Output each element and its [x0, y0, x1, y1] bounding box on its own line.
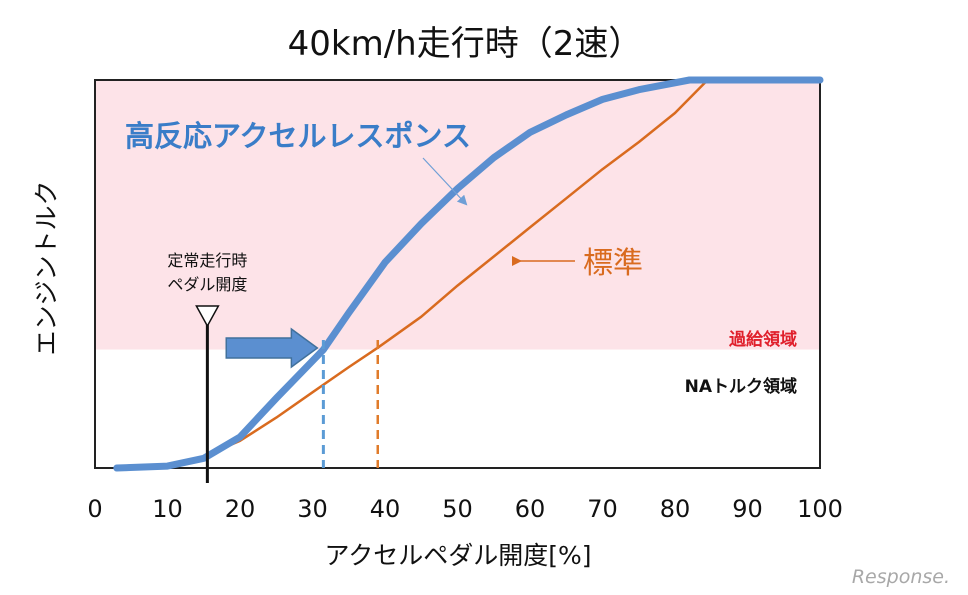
steady-label-line2: ペダル開度: [167, 275, 247, 294]
na-region-label: NAトルク領域: [685, 376, 797, 397]
x-tick-label: 10: [152, 495, 183, 523]
plot-frame: [94, 79, 821, 469]
steady-label-line1: 定常走行時: [167, 251, 247, 270]
x-tick-label: 70: [587, 495, 618, 523]
steady-pedal-triangle-icon: [195, 305, 220, 328]
x-tick-label: 20: [225, 495, 256, 523]
series-label-high-response: 高反応アクセルレスポンス: [125, 119, 471, 153]
high-response-pointer: [422, 157, 468, 206]
x-tick-label: 0: [87, 495, 102, 523]
x-tick-label: 50: [442, 495, 473, 523]
x-tick-label: 30: [297, 495, 328, 523]
x-tick-labels: 0 10 20 30 40 50 60 70 80 90 100: [87, 495, 843, 523]
series-label-standard: 標準: [583, 246, 643, 281]
boost-region-label: 過給領域: [729, 329, 797, 350]
series-line-high-response: [113, 76, 824, 472]
boost-region: [95, 80, 820, 350]
na-region: [95, 349, 820, 468]
pedal-shift-arrow-icon: [225, 327, 319, 369]
x-tick-label: 90: [732, 495, 763, 523]
x-tick-label: 60: [515, 495, 546, 523]
watermark-logo: Response.: [852, 566, 950, 588]
y-axis-label: エンジントルク: [32, 180, 61, 355]
chart-title: 40km/h走行時（2速）: [288, 24, 643, 64]
x-tick-label: 80: [660, 495, 691, 523]
x-axis-label: アクセルペダル開度[%]: [324, 541, 591, 570]
x-tick-label: 40: [370, 495, 401, 523]
x-tick-label: 100: [797, 495, 843, 523]
